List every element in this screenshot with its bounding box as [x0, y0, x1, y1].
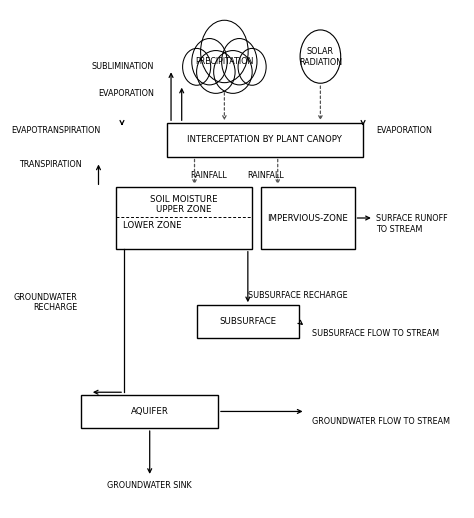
Text: SOLAR
RADIATION: SOLAR RADIATION: [299, 47, 342, 67]
Text: UPPER ZONE: UPPER ZONE: [156, 205, 211, 214]
Bar: [167, 123, 363, 156]
Text: TRANSPIRATION: TRANSPIRATION: [19, 160, 82, 169]
Text: RAINFALL: RAINFALL: [190, 171, 227, 180]
Ellipse shape: [192, 38, 227, 85]
Text: SUBSURFACE RECHARGE: SUBSURFACE RECHARGE: [248, 292, 347, 300]
Bar: [82, 395, 218, 428]
Bar: [261, 188, 355, 249]
Text: EVAPORATION: EVAPORATION: [98, 90, 154, 98]
Ellipse shape: [300, 30, 341, 83]
Text: SUBSURFACE FLOW TO STREAM: SUBSURFACE FLOW TO STREAM: [312, 329, 439, 338]
Ellipse shape: [214, 51, 252, 93]
Text: INTERCEPTATION BY PLANT CANOPY: INTERCEPTATION BY PLANT CANOPY: [188, 135, 342, 145]
Bar: [197, 305, 299, 338]
Text: SUBSURFACE: SUBSURFACE: [219, 317, 276, 326]
Text: GROUNDWATER FLOW TO STREAM: GROUNDWATER FLOW TO STREAM: [312, 417, 450, 426]
Ellipse shape: [197, 51, 235, 93]
Text: GROUNDWATER SINK: GROUNDWATER SINK: [108, 481, 192, 490]
Text: GROUNDWATER
RECHARGE: GROUNDWATER RECHARGE: [13, 293, 77, 312]
Text: SUBLIMINATION: SUBLIMINATION: [91, 62, 154, 71]
Ellipse shape: [201, 20, 248, 83]
Text: SOIL MOISTURE: SOIL MOISTURE: [150, 195, 218, 205]
Text: RAINFALL: RAINFALL: [247, 171, 284, 180]
Text: AQUIFER: AQUIFER: [131, 407, 169, 416]
Ellipse shape: [238, 48, 266, 85]
Ellipse shape: [222, 38, 257, 85]
Ellipse shape: [182, 48, 210, 85]
Bar: [116, 188, 252, 249]
Text: PRECIPITATION: PRECIPITATION: [195, 56, 254, 66]
Text: LOWER ZONE: LOWER ZONE: [123, 221, 182, 230]
Text: EVAPORATION: EVAPORATION: [376, 126, 432, 135]
Text: EVAPOTRANSPIRATION: EVAPOTRANSPIRATION: [11, 126, 100, 135]
Text: IMPERVIOUS-ZONE: IMPERVIOUS-ZONE: [267, 213, 348, 223]
Text: SURFACE RUNOFF
TO STREAM: SURFACE RUNOFF TO STREAM: [376, 214, 447, 234]
